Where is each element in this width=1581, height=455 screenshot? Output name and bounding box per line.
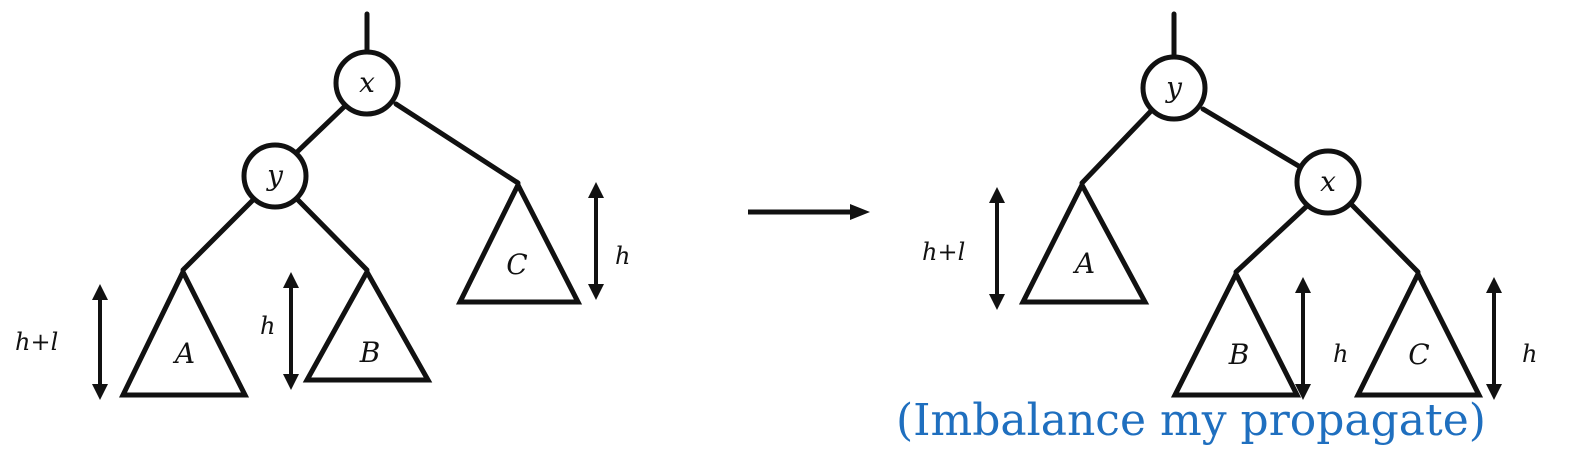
after-edge-x-b [1233,202,1311,275]
after-tree: y x A B C h+l h h [922,11,1537,400]
before-node-y: y [241,142,309,210]
before-node-x-label: x [359,66,375,99]
after-node-y: y [1140,54,1208,122]
before-node-y-label: y [265,159,284,192]
after-subtree-a-label: A [1072,247,1095,280]
before-edge-x-y [293,103,348,156]
before-edge-y-a [180,197,256,273]
before-subtree-b: B [302,266,433,383]
before-tree: x y A B C h+l h h [15,11,630,400]
before-subtree-c: C [455,179,583,305]
after-subtree-b-label: B [1228,338,1250,371]
before-height-b: h [260,312,275,340]
before-height-a: h+l [15,328,58,356]
before-subtree-a-label: A [172,337,195,370]
after-node-y-label: y [1164,71,1183,104]
caption-text: (Imbalance my propagate) [896,395,1486,446]
after-subtree-c-label: C [1408,338,1429,371]
after-height-b: h [1333,340,1348,368]
before-height-c: h [615,242,630,270]
after-subtree-b: B [1170,268,1302,398]
after-height-c: h [1522,340,1537,368]
before-edge-y-b [295,197,370,273]
transform-arrow [748,204,870,220]
after-node-x-label: x [1320,165,1336,198]
after-edge-x-c [1349,202,1421,275]
before-node-x: x [333,49,401,117]
before-edge-x-c [393,101,521,186]
after-node-x: x [1294,148,1362,216]
after-edge-y-x [1200,106,1305,171]
after-height-a: h+l [922,238,965,266]
after-subtree-a: A [1018,179,1150,305]
before-subtree-c-label: C [506,248,527,281]
before-subtree-b-label: B [359,336,381,369]
after-subtree-c: C [1353,268,1484,398]
after-edge-y-a [1079,108,1154,186]
before-subtree-a: A [118,266,250,398]
